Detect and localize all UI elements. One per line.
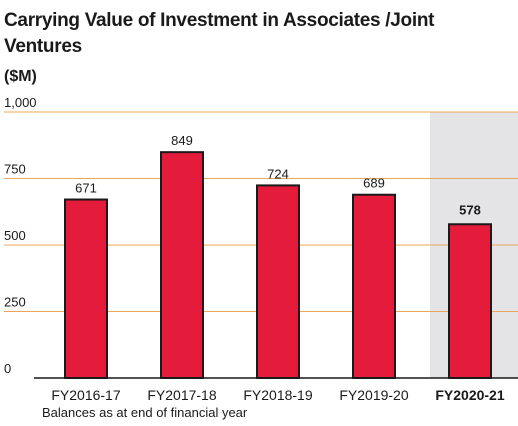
y-tick-label: 250: [4, 295, 26, 310]
x-tick-label: FY2020-21: [435, 387, 504, 403]
bar: [64, 198, 108, 379]
y-tick-label: 1,000: [4, 95, 37, 110]
data-label: 578: [459, 202, 481, 217]
data-label: 689: [363, 176, 385, 191]
data-label: 849: [171, 133, 193, 148]
data-label: 724: [267, 166, 289, 181]
bar: [256, 184, 300, 379]
bar: [352, 193, 396, 379]
x-tick-label: FY2018-19: [243, 387, 312, 403]
x-tick-label: FY2017-18: [147, 387, 216, 403]
y-tick-label: 0: [4, 361, 11, 376]
x-tick-label: FY2016-17: [51, 387, 120, 403]
bar: [448, 223, 492, 379]
y-axis-unit-label: ($M): [4, 68, 37, 85]
data-label: 671: [75, 181, 97, 196]
y-tick-label: 500: [4, 228, 26, 243]
chart-footnote: Balances as at end of financial year: [42, 405, 248, 420]
y-tick-label: 750: [4, 162, 26, 177]
chart-title: Carrying Value of Investment in Associat…: [4, 10, 435, 57]
x-tick-label: FY2019-20: [339, 387, 408, 403]
bar: [160, 151, 204, 379]
